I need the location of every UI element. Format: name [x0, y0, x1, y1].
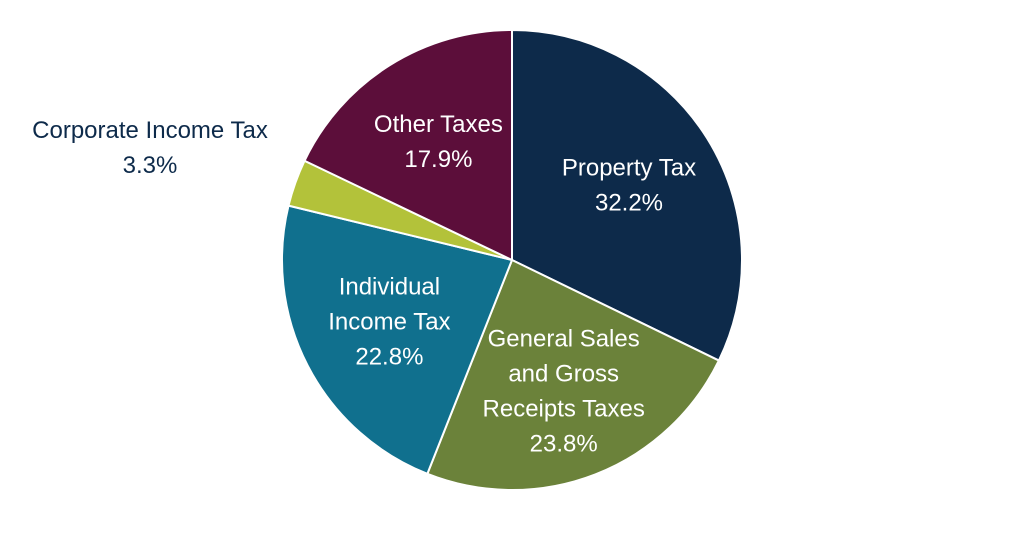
slice-value-label: 22.8%	[355, 344, 423, 371]
pie-slice-property-tax	[511, 29, 743, 362]
pie-slice-other-taxes	[303, 29, 513, 261]
slice-label-other-taxes: Other Taxes 17.9%	[374, 111, 503, 173]
labels-layer: Property Tax 32.2% General Sales and Gross R…	[32, 111, 696, 458]
slice-value-label: 32.2%	[595, 190, 663, 217]
slice-label-individual-income-tax: Individual Income Tax 22.8%	[328, 274, 450, 371]
slice-value-label: 3.3%	[123, 152, 178, 179]
slice-label-corporate-income-tax: Corporate Income Tax 3.3%	[32, 117, 268, 179]
slice-label-property-tax: Property Tax 32.2%	[562, 155, 696, 217]
slices-layer	[281, 29, 743, 491]
slice-category-label: Other Taxes	[374, 111, 503, 138]
slice-category-label: and Gross	[508, 361, 619, 388]
slice-category-label: General Sales	[488, 326, 640, 353]
slice-value-label: 23.8%	[530, 431, 598, 458]
slice-category-label: Individual	[339, 274, 440, 301]
slice-label-general-sales-and-gross-receipts-taxes: General Sales and Gross Receipts Taxes 23.8…	[483, 326, 645, 458]
pie-slice-individual-income-tax	[281, 204, 513, 475]
slice-category-label: Receipts Taxes	[483, 396, 645, 423]
pie-slice-general-sales-and-gross-receipts-taxes	[426, 259, 720, 491]
slice-category-label: Corporate Income Tax	[32, 117, 268, 144]
slice-category-label: Income Tax	[328, 309, 450, 336]
slice-value-label: 17.9%	[404, 146, 472, 173]
slice-category-label: Property Tax	[562, 155, 696, 182]
